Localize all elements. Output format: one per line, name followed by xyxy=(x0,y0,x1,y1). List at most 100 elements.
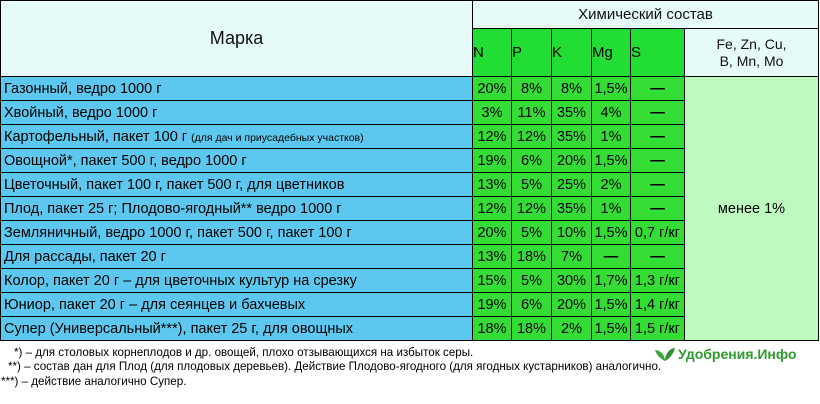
table-row: Плод, пакет 25 г; Плодово-ягодный** ведр… xyxy=(0,196,819,221)
element-header: P xyxy=(511,28,552,77)
table-row: Земляничный, ведро 1000 г, пакет 500 г, … xyxy=(0,220,819,245)
table-row: Картофельный, пакет 100 г (для дач и при… xyxy=(0,124,819,149)
product-note: (для дач и приусадебных участков) xyxy=(191,131,364,144)
value-n: 20% xyxy=(472,220,512,245)
logo: Удобрения.Инфо xyxy=(654,346,797,362)
value-n: 12% xyxy=(472,124,512,149)
value-p: 5% xyxy=(511,172,552,197)
value-p: 6% xyxy=(511,148,552,173)
table-row: Для рассады, пакет 20 г 13% 18% 7% — — xyxy=(0,244,819,269)
value-n: 3% xyxy=(472,100,512,125)
value-mg: 1,5% xyxy=(591,292,631,317)
footnotes: *) – для столовых корнеплодов и др. овощ… xyxy=(0,346,820,389)
element-header: K xyxy=(551,28,592,77)
product-name: Юниор, пакет 20 г – для сеянцев и бахчев… xyxy=(0,292,473,317)
value-s: — xyxy=(630,244,685,269)
value-p: 18% xyxy=(511,316,552,341)
value-k: 20% xyxy=(551,292,592,317)
element-header: Mg xyxy=(591,28,631,77)
brand-header: Марка xyxy=(0,0,473,77)
value-p: 8% xyxy=(511,76,552,101)
value-mg: 1% xyxy=(591,124,631,149)
table-row: Цветочный, пакет 100 г, пакет 500 г, для… xyxy=(0,172,819,197)
product-name: Земляничный, ведро 1000 г, пакет 500 г, … xyxy=(0,220,473,245)
value-n: 19% xyxy=(472,148,512,173)
product-name: Картофельный, пакет 100 г (для дач и при… xyxy=(0,124,473,149)
product-name-text: Овощной*, пакет 500 г, ведро 1000 г xyxy=(4,152,247,169)
value-n: 19% xyxy=(472,292,512,317)
value-s: — xyxy=(630,172,685,197)
product-name-text: Цветочный, пакет 100 г, пакет 500 г, для… xyxy=(4,176,345,193)
value-k: 7% xyxy=(551,244,592,269)
value-n: 12% xyxy=(472,196,512,221)
value-p: 12% xyxy=(511,124,552,149)
value-k: 35% xyxy=(551,124,592,149)
value-mg: 1,5% xyxy=(591,148,631,173)
product-name: Супер (Универсальный***), пакет 25 г, дл… xyxy=(0,316,473,341)
value-s: — xyxy=(630,100,685,125)
value-s: — xyxy=(630,196,685,221)
value-s: — xyxy=(630,124,685,149)
footnote-1: *) – для столовых корнеплодов и др. овощ… xyxy=(14,346,474,359)
product-name: Газонный, ведро 1000 г xyxy=(0,76,473,101)
product-name-text: Для рассады, пакет 20 г xyxy=(4,248,166,265)
trace-elements-value: менее 1% xyxy=(684,76,819,341)
value-p: 18% xyxy=(511,244,552,269)
leaf-icon xyxy=(655,348,675,361)
value-mg: 2% xyxy=(591,172,631,197)
value-s: — xyxy=(630,76,685,101)
composition-table: Марка Химический состав N P K Mg S Fe, Z… xyxy=(0,0,819,341)
value-n: 20% xyxy=(472,76,512,101)
table-row: Хвойный, ведро 1000 г 3% 11% 35% 4% — xyxy=(0,100,819,125)
product-name: Плод, пакет 25 г; Плодово-ягодный** ведр… xyxy=(0,196,473,221)
value-mg: 1,5% xyxy=(591,316,631,341)
trace-elements-header: Fe, Zn, Cu, B, Mn, Mo xyxy=(684,28,819,77)
product-name-text: Газонный, ведро 1000 г xyxy=(4,80,162,97)
value-p: 11% xyxy=(511,100,552,125)
value-n: 13% xyxy=(472,172,512,197)
product-name: Овощной*, пакет 500 г, ведро 1000 г xyxy=(0,148,473,173)
product-name-text: Хвойный, ведро 1000 г xyxy=(4,104,158,121)
footnote-3: ***) – действие аналогично Супер. xyxy=(1,374,187,388)
value-k: 35% xyxy=(551,100,592,125)
value-mg: 1,5% xyxy=(591,76,631,101)
value-n: 15% xyxy=(472,268,512,293)
table-row: Супер (Универсальный***), пакет 25 г, дл… xyxy=(0,316,819,341)
value-k: 2% xyxy=(551,316,592,341)
product-name-text: Колор, пакет 20 г – для цветочных культу… xyxy=(4,272,357,289)
value-k: 30% xyxy=(551,268,592,293)
value-p: 5% xyxy=(511,268,552,293)
table-row: Овощной*, пакет 500 г, ведро 1000 г 19% 6%… xyxy=(0,148,819,173)
value-k: 20% xyxy=(551,148,592,173)
value-n: 18% xyxy=(472,316,512,341)
product-name-text: Супер (Универсальный***), пакет 25 г, дл… xyxy=(4,320,354,337)
element-header: S xyxy=(630,28,685,77)
value-p: 12% xyxy=(511,196,552,221)
value-s: 1,5 г/кг xyxy=(630,316,685,341)
value-k: 8% xyxy=(551,76,592,101)
product-name-text: Земляничный, ведро 1000 г, пакет 500 г, … xyxy=(4,224,352,241)
value-mg: 1,7% xyxy=(591,268,631,293)
value-s: 1,3 г/кг xyxy=(630,268,685,293)
product-name: Хвойный, ведро 1000 г xyxy=(0,100,473,125)
product-name-text: Плод, пакет 25 г; Плодово-ягодный** ведр… xyxy=(4,200,342,217)
product-name: Цветочный, пакет 100 г, пакет 500 г, для… xyxy=(0,172,473,197)
value-k: 35% xyxy=(551,196,592,221)
table-row: Юниор, пакет 20 г – для сеянцев и бахчев… xyxy=(0,292,819,317)
product-name: Колор, пакет 20 г – для цветочных культу… xyxy=(0,268,473,293)
value-n: 13% xyxy=(472,244,512,269)
value-s: 0,7 г/кг xyxy=(630,220,685,245)
footnote-2: **) – состав дан для Плод (для плодовых … xyxy=(8,360,662,374)
value-k: 10% xyxy=(551,220,592,245)
value-mg: 4% xyxy=(591,100,631,125)
value-k: 25% xyxy=(551,172,592,197)
chem-header: Химический состав xyxy=(472,0,819,29)
trace-elements-line1: Fe, Zn, Cu, xyxy=(716,35,787,52)
value-s: 1,4 г/кг xyxy=(630,292,685,317)
value-s: — xyxy=(630,148,685,173)
product-name-text: Картофельный, пакет 100 г xyxy=(4,128,192,145)
trace-elements-line2: B, Mn, Mo xyxy=(719,52,784,69)
table-row: Газонный, ведро 1000 г 20% 8% 8% 1,5% — менее … xyxy=(0,76,819,341)
value-p: 5% xyxy=(511,220,552,245)
value-mg: — xyxy=(591,244,631,269)
